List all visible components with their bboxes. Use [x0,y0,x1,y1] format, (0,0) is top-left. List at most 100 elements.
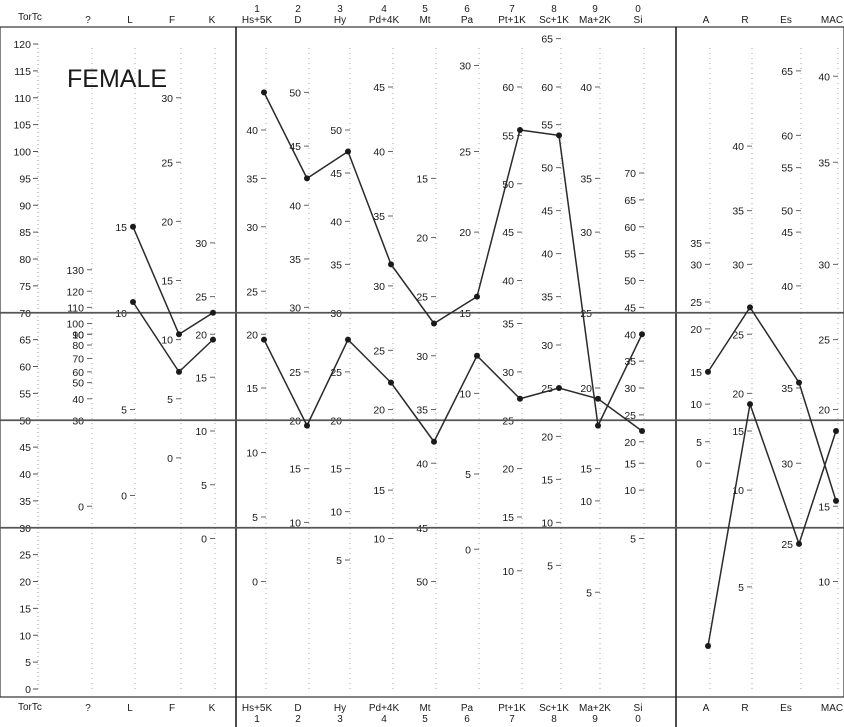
profile-line-clinical [263,92,643,429]
profile-point [304,175,310,182]
profile-point [388,261,394,268]
profile-point [345,336,351,343]
raw-tick-label: 55 [781,163,793,175]
raw-tick-label: 10 [289,517,301,529]
scale-label-bottom: R [741,703,748,714]
raw-tick-label: 45 [502,227,514,239]
scale-number-bottom: 1 [254,714,260,725]
profile-point [639,428,645,434]
raw-tick-label: 45 [373,82,385,94]
tscore-tick-label: 105 [13,120,31,132]
raw-tick-label: 40 [72,394,84,406]
scale-number-bottom: 5 [422,714,428,725]
profile-point [176,368,182,375]
raw-tick-label: 50 [330,125,342,137]
raw-tick-label: 45 [541,206,553,218]
tscore-tick-label: 85 [19,227,31,239]
raw-tick-label: 50 [72,378,84,390]
raw-tick-label: 15 [161,276,173,288]
raw-tick-label: 30 [541,340,553,352]
scale-label-top: Si [634,15,643,26]
raw-tick-label: 35 [781,383,793,395]
scale-label-bottom: Hs+5K [242,703,273,714]
raw-tick-label: 65 [624,195,636,207]
raw-tick-label: 90 [72,329,84,341]
raw-tick-label: 15 [818,501,830,513]
raw-tick-label: 80 [72,340,84,352]
scale-label-bottom: A [703,703,710,714]
scale-label-top: Sc+1K [539,15,569,26]
raw-tick-label: 45 [781,227,793,239]
tscore-tick-label: 70 [19,308,31,320]
profile-point [345,148,351,155]
tscore-tick-label: 40 [19,469,31,481]
scale-label-bottom: Pd+4K [369,703,400,714]
raw-tick-label: 35 [732,206,744,218]
raw-tick-label: 20 [289,415,301,427]
scale-label-bottom: Ma+2K [579,703,611,714]
profile-point [595,422,601,429]
profile-line-supplementary [707,306,837,502]
profile-point [595,395,601,402]
scale-number-bottom: 8 [551,714,557,725]
raw-tick-label: 20 [195,329,207,341]
tscore-header-label: TorTc [18,12,42,23]
raw-tick-label: 10 [246,448,258,460]
raw-tick-label: 10 [690,399,702,411]
profile-point [210,309,216,316]
scale-label-top: Hs+5K [242,15,273,26]
scale-number-bottom: 9 [592,714,598,725]
profile-point [517,127,523,133]
raw-tick-label: 35 [289,254,301,266]
scale-label-bottom: Sc+1K [539,703,569,714]
profile-point [388,379,394,386]
raw-tick-label: 15 [732,426,744,438]
tscore-tick-label: 5 [25,657,31,669]
raw-tick-label: 10 [541,517,553,529]
scale-number-top: 6 [464,4,470,15]
raw-tick-label: 30 [781,458,793,470]
raw-tick-label: 20 [373,405,385,417]
raw-tick-label: 60 [624,222,636,234]
raw-tick-label: 15 [541,474,553,486]
raw-tick-label: 0 [167,453,173,465]
raw-tick-label: 15 [195,372,207,384]
raw-tick-label: 40 [416,458,428,470]
scale-number-bottom: 2 [295,714,301,725]
raw-tick-label: 120 [66,286,84,298]
tscore-tick-label: 80 [19,254,31,266]
scale-label-top: Ma+2K [579,15,611,26]
scale-label-top: MAC [821,15,843,26]
raw-tick-label: 25 [818,335,830,347]
profile-line-clinical [263,338,643,444]
raw-tick-label: 5 [201,480,207,492]
profile-point [796,540,802,547]
profile-point [556,385,562,391]
raw-tick-label: 5 [738,582,744,594]
raw-tick-label: 40 [246,125,258,137]
scale-number-top: 3 [337,4,343,15]
raw-tick-label: 15 [115,222,127,234]
raw-tick-label: 15 [330,464,342,476]
raw-tick-label: 30 [289,302,301,314]
scale-label-top: Es [780,15,792,26]
raw-tick-label: 25 [459,147,471,159]
raw-tick-label: 0 [696,458,702,470]
raw-tick-label: 25 [781,539,793,551]
profile-point [556,132,562,139]
raw-tick-label: 20 [818,405,830,417]
raw-tick-label: 15 [580,464,592,476]
scale-label-bottom: Es [780,703,792,714]
tscore-tick-label: 90 [19,200,31,212]
raw-tick-label: 50 [416,577,428,589]
raw-tick-label: 15 [289,464,301,476]
raw-tick-label: 100 [66,319,84,331]
raw-tick-label: 30 [624,383,636,395]
scale-label-top: F [169,15,175,26]
raw-tick-label: 10 [580,496,592,508]
raw-tick-label: 40 [732,141,744,153]
raw-tick-label: 130 [66,265,84,277]
raw-tick-label: 110 [67,302,84,314]
scale-number-top: 2 [295,4,301,15]
scale-label-top: R [741,15,748,26]
